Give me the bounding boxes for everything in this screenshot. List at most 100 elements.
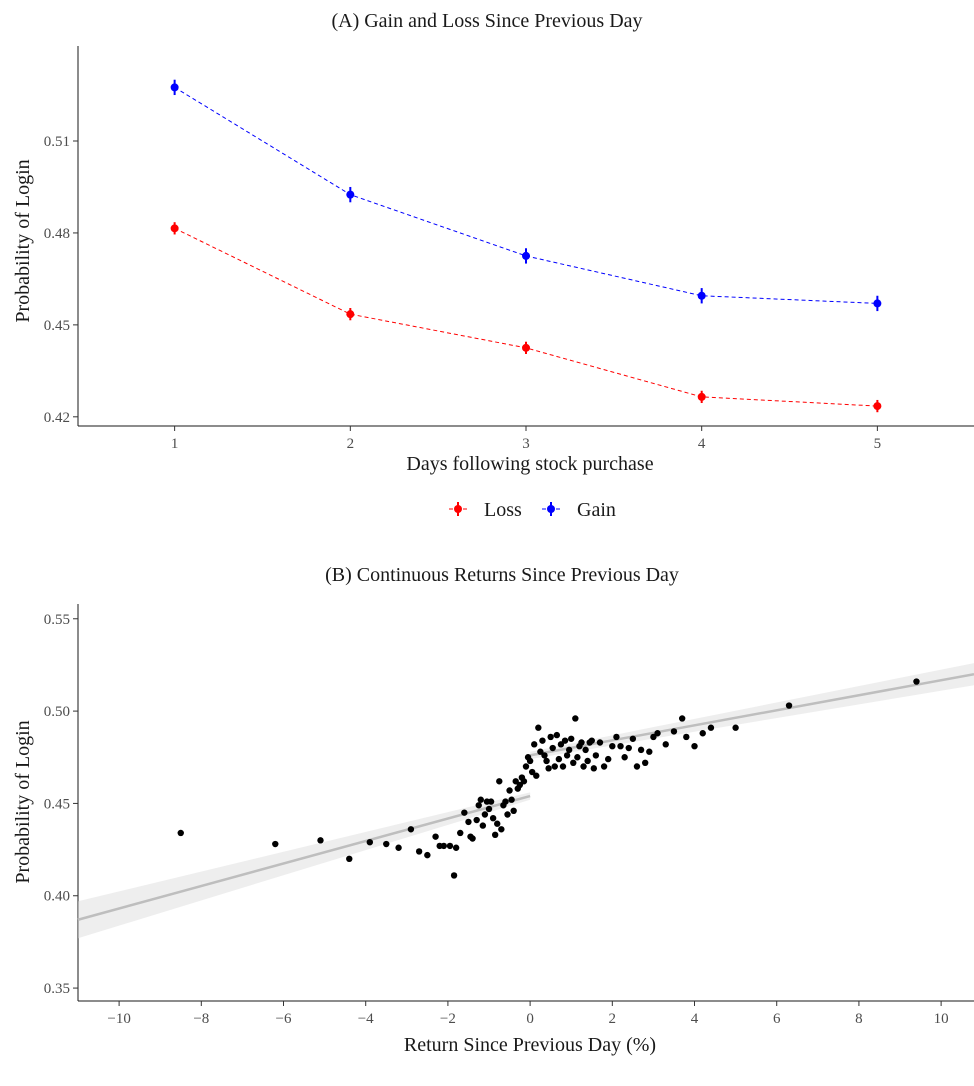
scatter-point xyxy=(485,805,493,813)
panel-a-series xyxy=(170,79,882,413)
scatter-point xyxy=(504,811,511,818)
scatter-point xyxy=(683,733,690,741)
scatter-point xyxy=(446,842,454,850)
scatter-point xyxy=(678,715,686,722)
fit-confidence-band xyxy=(530,663,974,760)
panel-a-y-tick-label: 0.42 xyxy=(44,410,70,426)
scatter-point xyxy=(557,741,565,748)
panel-a-x-tick-label: 2 xyxy=(347,436,355,452)
scatter-point xyxy=(516,781,524,789)
scatter-point xyxy=(565,746,573,754)
scatter-point xyxy=(654,730,661,737)
scatter-point xyxy=(572,715,579,722)
scatter-point xyxy=(588,737,595,744)
scatter-point xyxy=(415,848,423,855)
scatter-point xyxy=(469,835,476,842)
scatter-point xyxy=(508,796,515,803)
panel-b-x-tick-label: −2 xyxy=(440,1011,456,1027)
scatter-point xyxy=(913,678,920,685)
legend-label-gain: Gain xyxy=(577,499,616,521)
scatter-point xyxy=(479,822,487,829)
panel-a-y-axis-title: Probability of Login xyxy=(12,159,34,322)
scatter-point xyxy=(528,768,536,776)
scatter-point xyxy=(563,752,571,759)
panel-b-y-tick-label: 0.45 xyxy=(44,796,70,812)
scatter-point xyxy=(533,772,540,779)
panel-a-y-tick-label: 0.48 xyxy=(44,226,70,242)
scatter-point xyxy=(600,763,608,770)
scatter-point xyxy=(452,844,460,851)
panel-b-x-tick-label: 2 xyxy=(609,1011,617,1027)
panel-b-y-axis-title: Probability of Login xyxy=(12,720,34,883)
scatter-point xyxy=(617,742,624,750)
scatter-point xyxy=(491,831,499,839)
scatter-point xyxy=(522,763,530,770)
series-line-gain xyxy=(174,86,878,304)
scatter-point xyxy=(502,798,509,805)
scatter-point xyxy=(553,731,561,739)
scatter-point xyxy=(625,744,632,752)
scatter-point xyxy=(473,816,480,824)
scatter-point xyxy=(481,811,489,818)
fit-line xyxy=(529,672,974,757)
scatter-point xyxy=(496,778,503,785)
data-point-gain xyxy=(522,251,530,260)
scatter-point xyxy=(568,735,575,742)
data-point-gain xyxy=(873,299,882,308)
data-point-loss xyxy=(522,343,530,352)
data-point-gain xyxy=(697,291,706,300)
panel-b-x-axis-title: Return Since Previous Day (%) xyxy=(404,1034,656,1056)
data-point-gain xyxy=(170,83,179,92)
scatter-point xyxy=(582,746,589,754)
scatter-point xyxy=(621,754,628,761)
panel-a-y-tick-label: 0.45 xyxy=(44,318,70,334)
fit-line xyxy=(77,794,531,921)
scatter-point xyxy=(662,741,669,748)
scatter-point xyxy=(541,752,548,759)
scatter-point xyxy=(707,724,715,731)
scatter-point xyxy=(699,730,706,737)
scatter-point xyxy=(555,755,563,763)
scatter-point xyxy=(432,833,439,840)
scatter-point xyxy=(596,739,604,746)
panel-a-x-axis-title: Days following stock purchase xyxy=(406,453,653,475)
scatter-point xyxy=(549,744,556,752)
scatter-point xyxy=(637,746,645,754)
scatter-point xyxy=(605,755,612,763)
scatter-point xyxy=(395,844,402,851)
scatter-point xyxy=(424,851,431,859)
panel-b-y-tick-label: 0.35 xyxy=(44,981,70,997)
scatter-point xyxy=(551,763,558,770)
scatter-point xyxy=(498,826,505,833)
scatter-point xyxy=(475,802,482,809)
data-point-loss xyxy=(170,224,179,233)
panel-a-y-tick-label: 0.51 xyxy=(44,134,70,150)
scatter-point xyxy=(545,765,552,772)
panel-b-chart: (B) Continuous Returns Since Previous Da… xyxy=(12,564,974,1056)
legend-key-point-gain xyxy=(547,505,555,513)
scatter-point xyxy=(346,855,353,863)
scatter-point xyxy=(613,733,620,741)
scatter-point xyxy=(383,840,390,848)
scatter-point xyxy=(670,728,678,735)
panel-b-y-tick-label: 0.40 xyxy=(44,889,70,905)
panel-b-x-tick-label: −8 xyxy=(193,1011,209,1027)
data-point-loss xyxy=(697,392,706,401)
scatter-point xyxy=(559,763,567,770)
scatter-point xyxy=(366,839,374,846)
scatter-point xyxy=(641,759,649,766)
scatter-point xyxy=(537,748,544,755)
scatter-point xyxy=(457,829,464,837)
panel-b-x-tick-label: −6 xyxy=(276,1011,292,1027)
panel-a-legend: Loss Gain xyxy=(449,499,616,521)
scatter-point xyxy=(609,742,616,750)
scatter-point xyxy=(526,757,534,765)
panel-b-points xyxy=(177,678,920,879)
panel-a-x-tick-label: 3 xyxy=(522,436,530,452)
scatter-point xyxy=(590,765,598,772)
scatter-point xyxy=(461,809,468,816)
data-point-loss xyxy=(873,402,882,411)
panel-b-x-tick-label: 10 xyxy=(934,1011,949,1027)
scatter-point xyxy=(650,733,657,741)
